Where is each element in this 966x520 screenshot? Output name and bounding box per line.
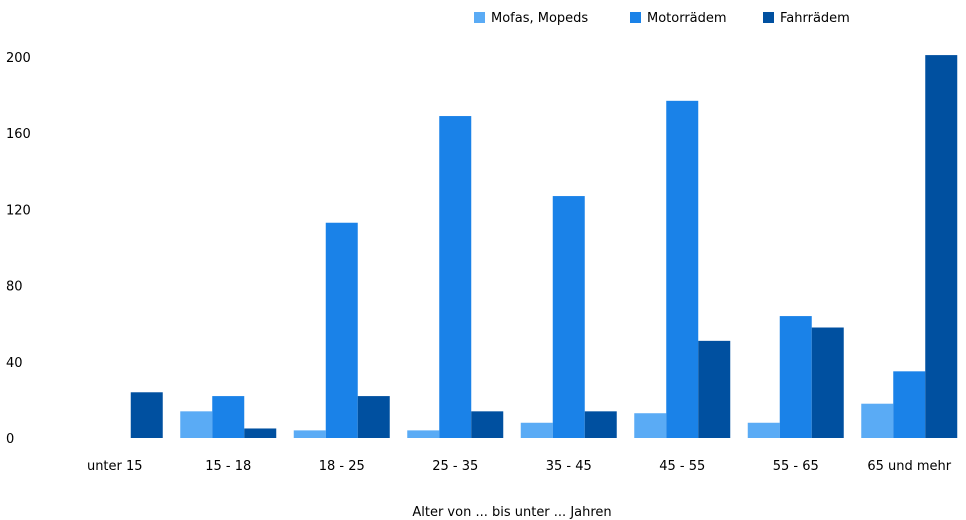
x-tick-label: 18 - 25 xyxy=(319,459,365,474)
bar xyxy=(212,396,245,438)
y-tick-label: 120 xyxy=(6,203,31,218)
bar xyxy=(357,396,390,438)
bar xyxy=(634,413,667,438)
x-tick-label: 35 - 45 xyxy=(546,459,592,474)
bar xyxy=(893,371,926,438)
x-tick-label: 65 und mehr xyxy=(867,459,951,474)
bar xyxy=(520,422,553,438)
x-tick-label: unter 15 xyxy=(87,459,143,474)
plot-area xyxy=(130,55,958,439)
legend-swatch xyxy=(763,12,774,23)
bar xyxy=(130,392,163,438)
x-tick-label: 55 - 65 xyxy=(773,459,819,474)
bar xyxy=(407,430,440,438)
x-axis: unter 15 15 - 18 18 - 25 25 - 35 35 - 45 45 -… xyxy=(87,459,952,474)
legend-label: Motorrädem xyxy=(647,11,727,26)
x-axis-title: Alter von ... bis unter ... Jahren xyxy=(412,505,611,520)
bar xyxy=(325,222,358,438)
bar xyxy=(698,340,731,438)
bar xyxy=(244,428,277,438)
legend-label: Fahrrädem xyxy=(780,11,850,26)
bar xyxy=(293,430,326,438)
x-tick-label: 45 - 55 xyxy=(659,459,705,474)
y-tick-label: 160 xyxy=(6,127,31,142)
y-axis: 0 40 80 120 160 200 xyxy=(6,51,31,447)
x-tick-label: 15 - 18 xyxy=(205,459,251,474)
y-tick-label: 200 xyxy=(6,51,31,66)
bar xyxy=(471,411,504,438)
x-tick-label: 25 - 35 xyxy=(432,459,478,474)
bar xyxy=(180,411,213,438)
legend-label: Mofas, Mopeds xyxy=(491,11,588,26)
y-tick-label: 0 xyxy=(6,432,14,447)
y-tick-label: 80 xyxy=(6,280,23,295)
bar xyxy=(666,100,699,438)
bar xyxy=(584,411,617,438)
bar xyxy=(861,403,894,438)
bar xyxy=(811,327,844,438)
y-tick-label: 40 xyxy=(6,356,23,371)
legend: Mofas, Mopeds Motorrädem Fahrrädem xyxy=(474,11,850,26)
bar xyxy=(779,316,812,438)
bar xyxy=(747,422,780,438)
legend-swatch xyxy=(474,12,485,23)
bar xyxy=(925,55,958,438)
bar xyxy=(552,196,585,438)
bar xyxy=(439,116,472,439)
legend-swatch xyxy=(630,12,641,23)
